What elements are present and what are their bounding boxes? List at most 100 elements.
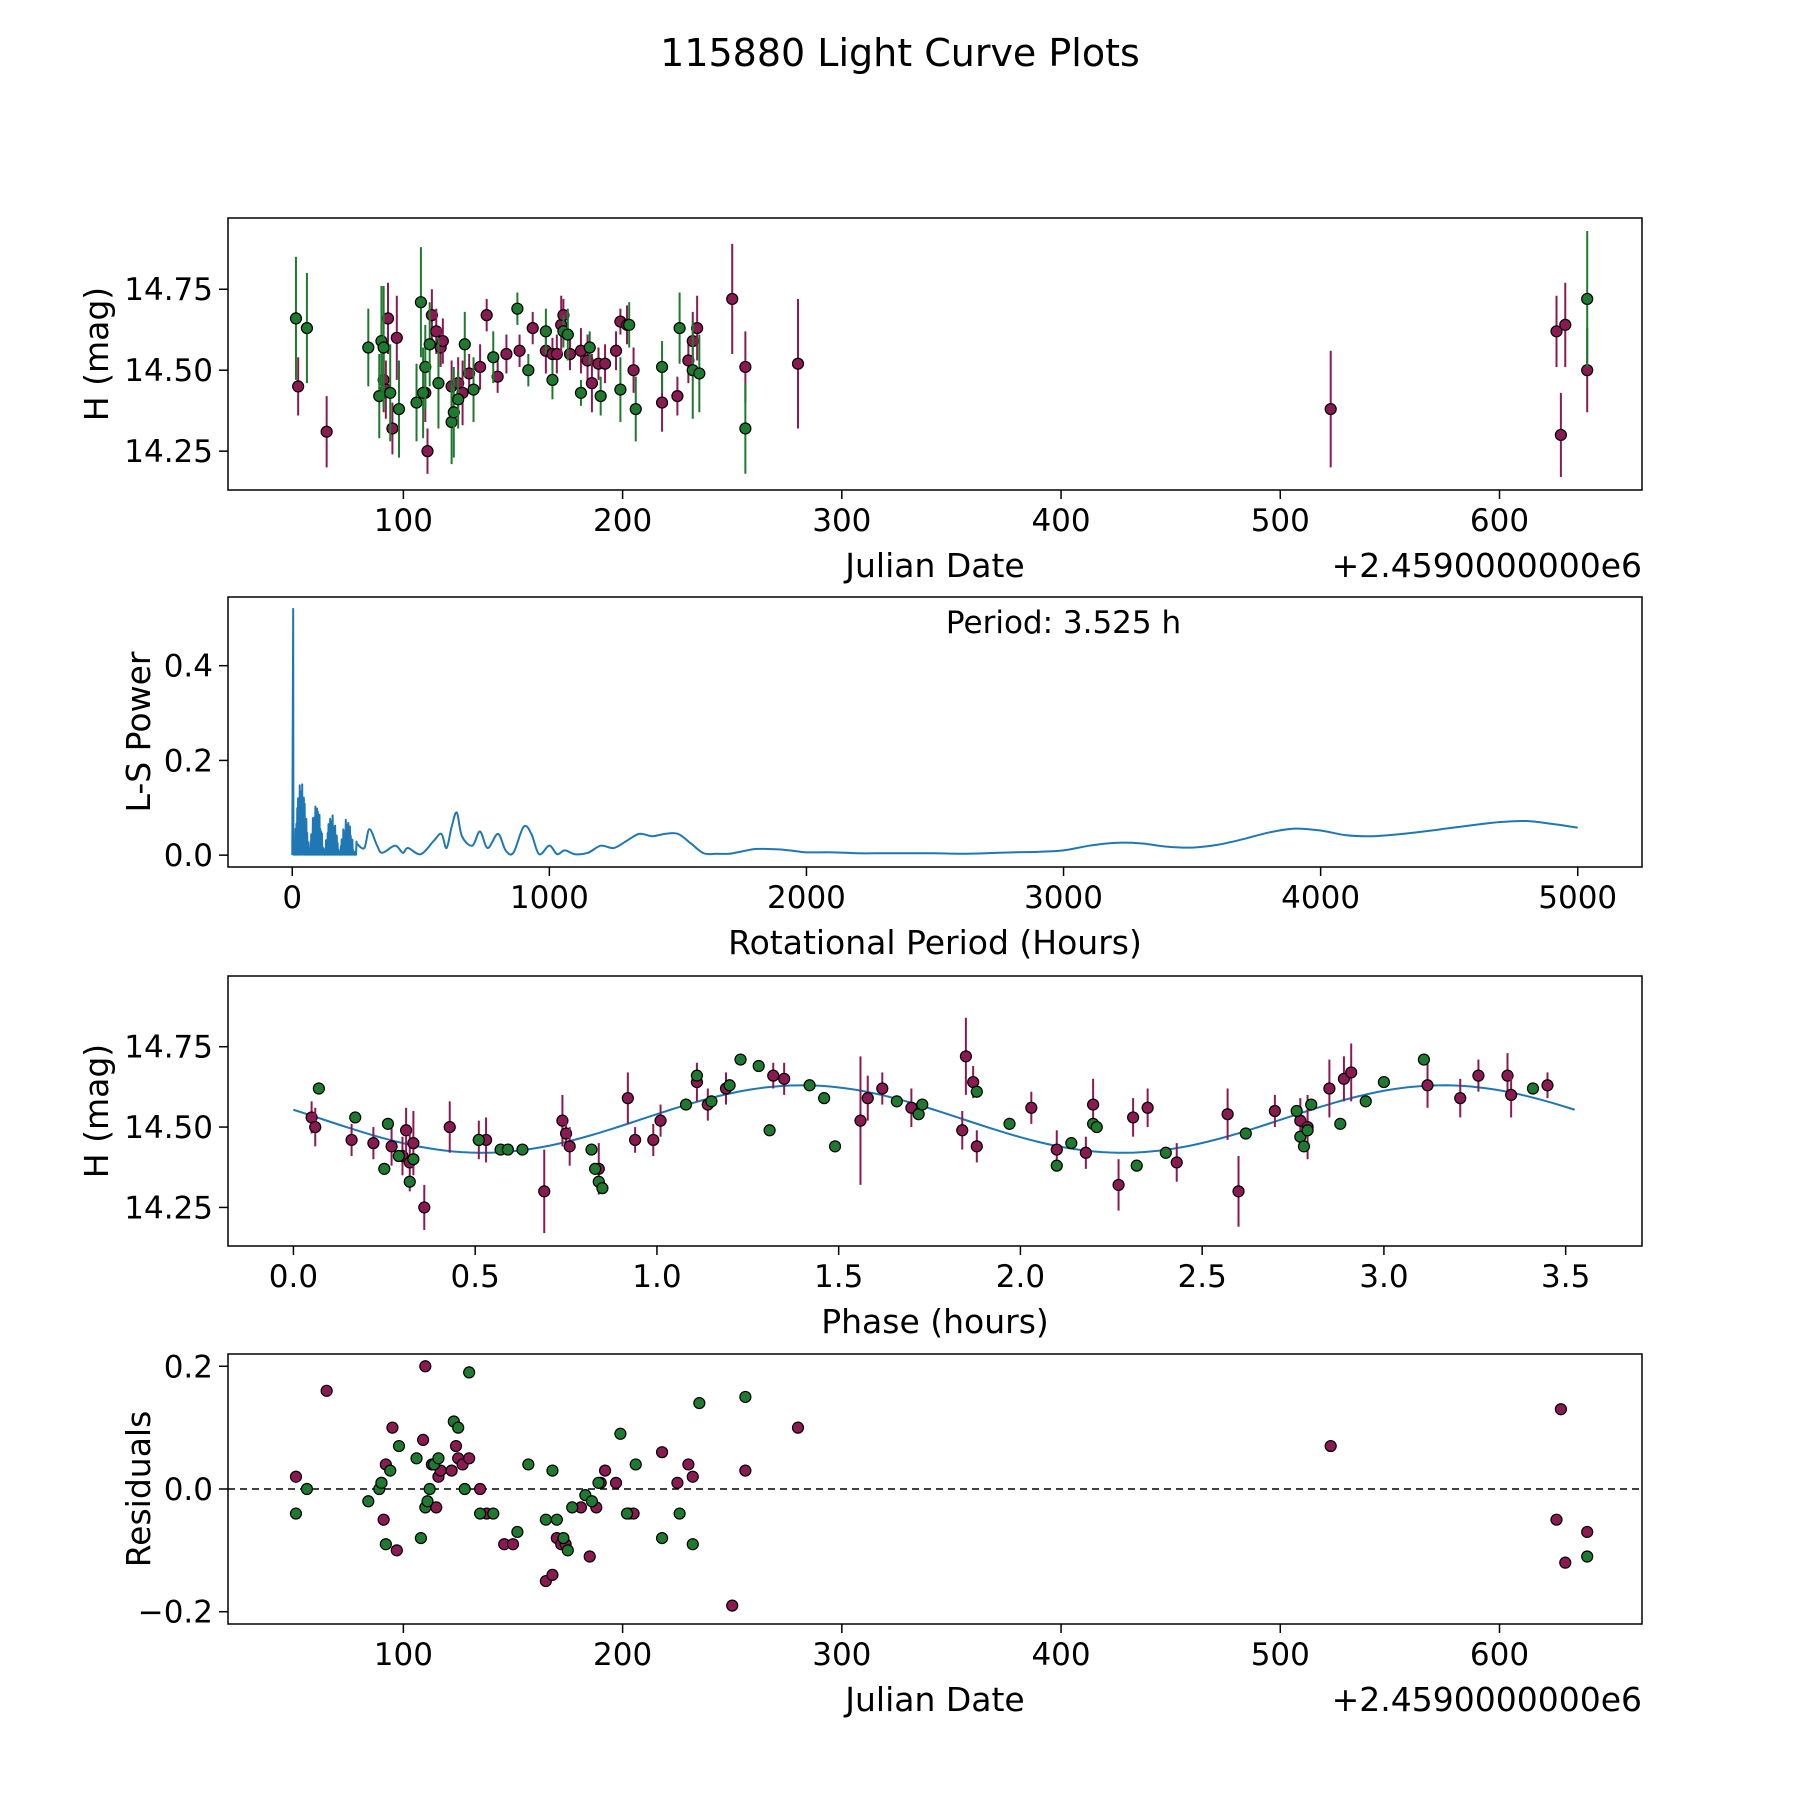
- data-point-green: [458, 338, 471, 351]
- data-point-magenta: [289, 1470, 303, 1483]
- x-tick-label: 1000: [510, 880, 589, 916]
- data-point-magenta: [1232, 1185, 1245, 1198]
- data-point-green: [362, 341, 375, 354]
- data-point-green: [1239, 1127, 1252, 1140]
- data-point-magenta: [377, 1513, 390, 1526]
- data-point-green: [522, 364, 535, 377]
- data-point-green: [1334, 1117, 1347, 1130]
- data-point-green: [594, 389, 607, 403]
- y-axis-label: H (mag): [77, 1044, 116, 1178]
- data-point-magenta: [1324, 1439, 1337, 1453]
- data-point-green: [1297, 1140, 1311, 1153]
- data-point-green: [1305, 1098, 1318, 1111]
- data-point-magenta: [546, 1568, 559, 1582]
- axes-frame: [227, 1353, 1643, 1625]
- data-point-green: [463, 1366, 476, 1379]
- y-tick-label: 14.50: [124, 1110, 213, 1146]
- data-point-magenta: [500, 347, 513, 361]
- data-point-green: [432, 377, 445, 390]
- data-point-magenta: [609, 344, 623, 357]
- data-point-magenta: [1472, 1069, 1485, 1082]
- data-point-green: [379, 1538, 392, 1551]
- data-point-green: [467, 383, 480, 396]
- data-point-magenta: [506, 1538, 520, 1551]
- y-tick-label: 14.50: [124, 353, 213, 389]
- data-point-green: [384, 1464, 397, 1477]
- data-point-green: [1301, 1124, 1314, 1137]
- data-point-green: [752, 1059, 765, 1073]
- data-point-green: [414, 296, 428, 309]
- data-point-magenta: [583, 1550, 596, 1563]
- data-point-green: [655, 1531, 669, 1545]
- data-point-magenta: [1505, 1088, 1518, 1102]
- data-point-green: [693, 367, 706, 380]
- data-point-green: [392, 1149, 405, 1163]
- data-point-green: [362, 1495, 375, 1508]
- data-point-green: [452, 1421, 465, 1434]
- data-point-green: [557, 1531, 570, 1545]
- data-point-magenta: [1324, 402, 1337, 416]
- data-point-magenta: [480, 309, 493, 322]
- y-tick-label: 0.0: [164, 1472, 213, 1508]
- data-point-green: [629, 1458, 642, 1471]
- data-point-magenta: [655, 396, 669, 409]
- data-point-magenta: [1454, 1092, 1467, 1105]
- data-point-green: [384, 386, 397, 399]
- residuals-panel: 100 200 300 400 500 600 −0.2 0.0 0.2 Julian Date R…: [119, 1349, 1643, 1719]
- data-point-magenta: [538, 1185, 551, 1198]
- data-point-green: [1581, 1550, 1594, 1563]
- data-point-magenta: [959, 1050, 972, 1063]
- x-tick-label: 400: [1031, 1637, 1090, 1673]
- data-point-magenta: [436, 334, 449, 348]
- y-axis-label: Residuals: [119, 1411, 158, 1568]
- data-point-green: [458, 1482, 471, 1496]
- data-point-magenta: [1087, 1098, 1100, 1111]
- x-tick-label: 3.5: [1541, 1259, 1590, 1295]
- data-point-green: [289, 312, 303, 325]
- data-point-magenta: [1559, 318, 1572, 331]
- x-tick-label: 2000: [767, 880, 846, 916]
- data-point-magenta: [563, 1140, 576, 1153]
- x-tick-label: 400: [1031, 503, 1090, 539]
- data-point-green: [1159, 1146, 1172, 1159]
- x-axis-label: Julian Date: [843, 1680, 1025, 1719]
- data-point-green: [289, 1507, 303, 1520]
- data-point-green: [828, 1140, 842, 1153]
- y-tick-label: 0.2: [164, 1349, 213, 1385]
- x-tick-label: 200: [593, 503, 652, 539]
- x-tick-label: 4000: [1281, 880, 1360, 916]
- data-point-green: [566, 1501, 579, 1514]
- data-point-green: [414, 1531, 428, 1545]
- data-point-green: [561, 1544, 574, 1557]
- data-point-magenta: [1112, 1178, 1125, 1192]
- x-tick-label: 500: [1251, 1637, 1310, 1673]
- data-point-green: [403, 1175, 416, 1188]
- data-point-magenta: [474, 360, 487, 374]
- x-offset-label: +2.4590000000e6: [1332, 546, 1642, 585]
- data-point-green: [349, 1111, 362, 1124]
- data-point-magenta: [585, 377, 599, 390]
- data-point-magenta: [417, 1433, 430, 1447]
- data-point-magenta: [970, 1140, 983, 1153]
- data-point-green: [419, 360, 432, 374]
- data-point-magenta: [309, 1120, 322, 1134]
- data-point-magenta: [463, 1452, 476, 1465]
- data-point-magenta: [791, 357, 805, 370]
- data-point-magenta: [767, 1069, 780, 1082]
- data-point-green: [673, 1507, 686, 1520]
- data-point-magenta: [386, 1421, 399, 1434]
- data-point-green: [300, 321, 314, 335]
- data-point-green: [472, 1133, 485, 1147]
- data-point-green: [970, 1085, 983, 1098]
- data-point-magenta: [430, 325, 443, 338]
- plot-area: [293, 1017, 1576, 1234]
- x-tick-label: 100: [374, 503, 433, 539]
- data-point-magenta: [691, 321, 704, 335]
- data-point-green: [423, 338, 436, 351]
- phased-panel: 0.0 0.5 1.0 1.5 2.0 2.5 3.0 3.5 14.25 14.50 14.75 P…: [77, 975, 1643, 1341]
- data-point-magenta: [418, 1201, 431, 1214]
- data-point-magenta: [526, 321, 539, 335]
- data-point-green: [378, 1162, 391, 1175]
- x-tick-label: 2.0: [996, 1259, 1045, 1295]
